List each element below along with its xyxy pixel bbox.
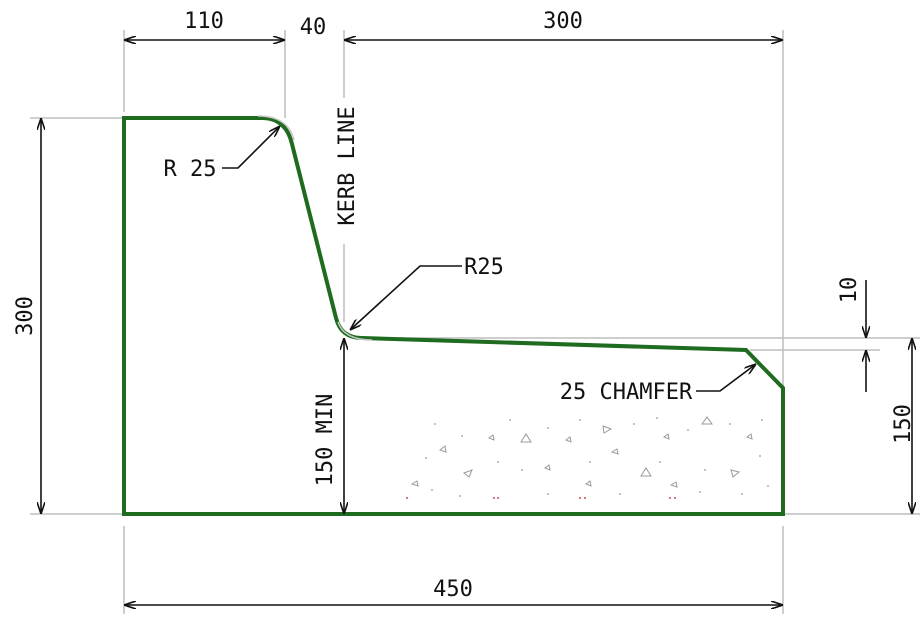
dim-label-150-min: 150 MIN xyxy=(313,394,338,487)
chamfer-label: 25 CHAMFER xyxy=(560,380,693,405)
aggregate-dots xyxy=(425,417,769,497)
radius-label-top: R 25 xyxy=(164,157,217,182)
dim-label-40: 40 xyxy=(300,15,327,40)
radius-label-bottom: R25 xyxy=(464,255,504,280)
kerb-line-label: KERB LINE xyxy=(335,106,360,225)
leader-r25-top xyxy=(222,126,280,169)
leader-chamfer xyxy=(696,364,756,392)
dim-label-150-right: 150 xyxy=(891,404,916,444)
dim-label-10: 10 xyxy=(837,277,862,304)
leader-lines xyxy=(222,126,756,392)
dim-label-450: 450 xyxy=(433,577,473,602)
dimension-lines xyxy=(41,40,912,605)
radius-construction xyxy=(257,115,373,341)
aggregate-hatch xyxy=(410,416,753,488)
dim-label-300-left: 300 xyxy=(13,296,38,336)
leader-r25-bottom xyxy=(350,265,462,330)
dim-label-110: 110 xyxy=(184,9,224,34)
dim-label-300-top: 300 xyxy=(543,9,583,34)
aggregate-red-dots xyxy=(405,496,677,500)
kerb-profile-outline xyxy=(122,116,785,516)
